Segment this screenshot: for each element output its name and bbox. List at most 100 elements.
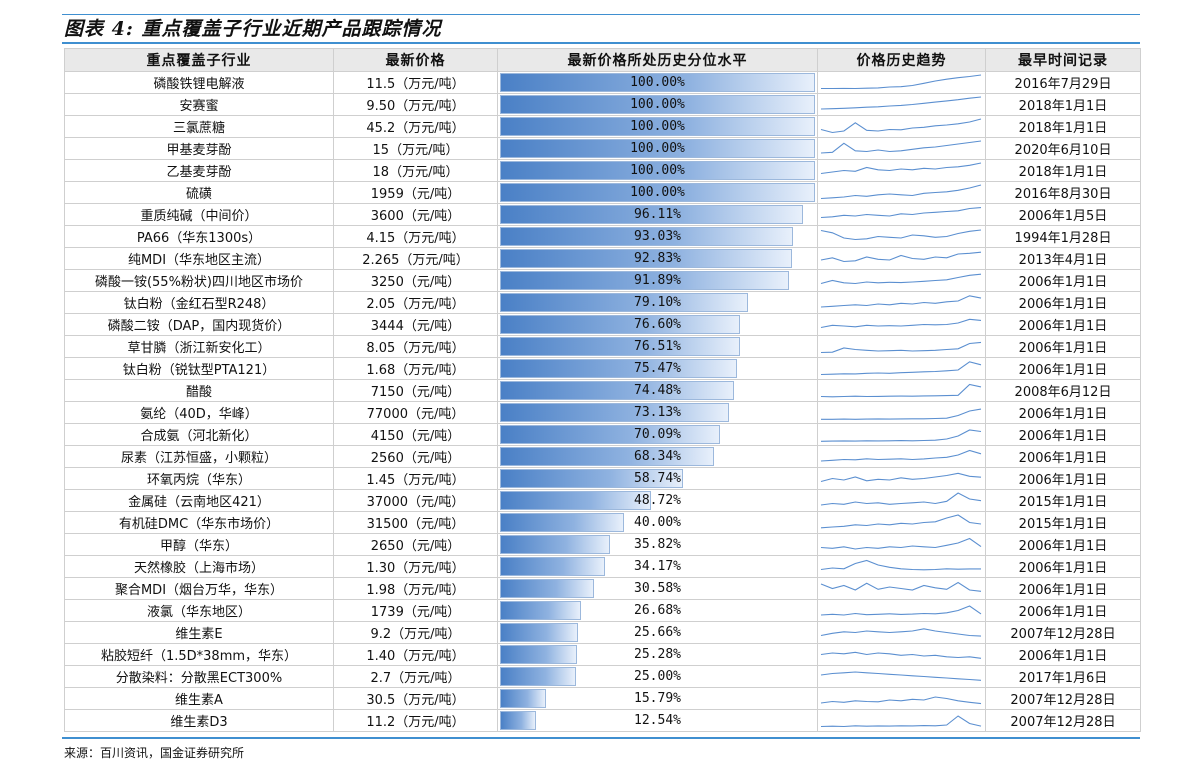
trend-line [820, 184, 982, 200]
trend-sparkline [820, 559, 981, 571]
trend-sparkline [820, 162, 982, 175]
table-row: 氨纶（40D，华峰） 77000（元/吨） 73.13% 2006年1月1日 [64, 401, 1141, 424]
percentile-cell: 100.00% [497, 181, 818, 204]
latest-price: 2560（元/吨） [333, 445, 498, 468]
trend-cell [817, 313, 986, 336]
earliest-record: 2007年12月28日 [985, 621, 1141, 644]
percentile-label: 75.47% [634, 361, 681, 376]
table-row: 草甘膦（浙江新安化工） 8.05（万元/吨） 76.51% 2006年1月1日 [64, 335, 1141, 358]
percentile-bar [500, 359, 737, 378]
trend-sparkline [820, 429, 982, 442]
industry-name: 粘胶短纤（1.5D*38mm，华东） [64, 643, 334, 666]
percentile-label: 34.17% [634, 559, 681, 574]
trend-line [820, 118, 982, 134]
trend-sparkline [820, 207, 982, 219]
trend-sparkline [820, 229, 982, 241]
trend-cell [817, 159, 986, 182]
latest-price: 4150（元/吨） [333, 423, 498, 446]
latest-price: 4.15（万元/吨） [333, 225, 498, 248]
table-row: 重质纯碱（中间价） 3600（元/吨） 96.11% 2006年1月5日 [64, 203, 1141, 226]
table-row: 合成氨（河北新化） 4150（元/吨） 70.09% 2006年1月1日 [64, 423, 1141, 446]
industry-name: 磷酸一铵(55%粉状)四川地区市场价 [64, 269, 334, 292]
percentile-label: 100.00% [630, 163, 685, 178]
latest-price: 2.05（万元/吨） [333, 291, 498, 314]
percentile-label: 76.51% [634, 339, 681, 354]
percentile-bar [500, 73, 815, 92]
percentile-cell: 68.34% [497, 445, 818, 468]
percentile-cell: 35.82% [497, 533, 818, 556]
table-row: 钛白粉（金红石型R248） 2.05（万元/吨） 79.10% 2006年1月1日 [64, 291, 1141, 314]
latest-price: 9.2（万元/吨） [333, 621, 498, 644]
latest-price: 1739（元/吨） [333, 599, 498, 622]
industry-name: 纯MDI（华东地区主流） [64, 247, 334, 270]
earliest-record: 2007年12月28日 [985, 687, 1141, 710]
trend-line [820, 651, 982, 659]
industry-name: 尿素（江苏恒盛，小颗粒） [64, 445, 334, 468]
trend-cell [817, 137, 986, 160]
latest-price: 2650（元/吨） [333, 533, 498, 556]
percentile-label: 92.83% [634, 251, 681, 266]
earliest-record: 2015年1月1日 [985, 489, 1141, 512]
trend-cell [817, 577, 986, 600]
percentile-cell: 100.00% [497, 71, 818, 94]
percentile-bar [500, 711, 536, 730]
trend-sparkline [820, 537, 982, 550]
table-row: 磷酸一铵(55%粉状)四川地区市场价 3250（元/吨） 91.89% 2006年1月… [64, 269, 1141, 292]
industry-name: 有机硅DMC（华东市场价） [64, 511, 334, 534]
trend-line [820, 295, 982, 308]
industry-name: 维生素D3 [64, 709, 334, 732]
latest-price: 37000（元/吨） [333, 489, 498, 512]
header-latest-price: 最新价格 [333, 48, 498, 72]
trend-sparkline [820, 318, 982, 329]
percentile-cell: 76.60% [497, 313, 818, 336]
percentile-bar [500, 315, 741, 334]
trend-line [820, 429, 982, 442]
latest-price: 3444（元/吨） [333, 313, 498, 336]
industry-name: 乙基麦芽酚 [64, 159, 334, 182]
percentile-label: 100.00% [630, 119, 685, 134]
earliest-record: 2006年1月1日 [985, 291, 1141, 314]
trend-sparkline [820, 96, 982, 110]
percentile-cell: 58.74% [497, 467, 818, 490]
earliest-record: 2017年1月6日 [985, 665, 1141, 688]
earliest-record: 2006年1月1日 [985, 555, 1141, 578]
trend-sparkline [820, 295, 982, 308]
table-row: 环氧丙烷（华东） 1.45（万元/吨） 58.74% 2006年1月1日 [64, 467, 1141, 490]
percentile-bar [500, 469, 684, 488]
trend-cell [817, 643, 986, 666]
percentile-label: 100.00% [630, 97, 685, 112]
percentile-cell: 76.51% [497, 335, 818, 358]
percentile-bar [500, 403, 730, 422]
trend-cell [817, 335, 986, 358]
header-percentile: 最新价格所处历史分位水平 [497, 48, 818, 72]
table-row: 聚合MDI（烟台万华，华东） 1.98（万元/吨） 30.58% 2006年1月1日 [64, 577, 1141, 600]
trend-line [820, 715, 982, 728]
latest-price: 2.7（万元/吨） [333, 665, 498, 688]
trend-line [820, 140, 982, 154]
percentile-cell: 93.03% [497, 225, 818, 248]
latest-price: 1.98（万元/吨） [333, 577, 498, 600]
industry-name: 天然橡胶（上海市场） [64, 555, 334, 578]
percentile-bar [500, 117, 815, 136]
percentile-cell: 40.00% [497, 511, 818, 534]
bottom-rule [62, 737, 1140, 739]
earliest-record: 2008年6月12日 [985, 379, 1141, 402]
table-row: 磷酸二铵（DAP，国内现货价） 3444（元/吨） 76.60% 2006年1月1日 [64, 313, 1141, 336]
source-note: 来源：百川资讯，国金证券研究所 [64, 746, 245, 760]
percentile-cell: 100.00% [497, 115, 818, 138]
trend-line [820, 559, 981, 571]
earliest-record: 2007年12月28日 [985, 709, 1141, 732]
industry-name: 甲基麦芽酚 [64, 137, 334, 160]
percentile-label: 25.28% [634, 647, 681, 662]
percentile-bar [500, 623, 578, 642]
trend-sparkline [820, 383, 982, 398]
industry-name: 草甘膦（浙江新安化工） [64, 335, 334, 358]
percentile-cell: 100.00% [497, 93, 818, 116]
percentile-cell: 75.47% [497, 357, 818, 380]
table-row: 维生素A 30.5（万元/吨） 15.79% 2007年12月28日 [64, 687, 1141, 710]
percentile-cell: 26.68% [497, 599, 818, 622]
table-row: 尿素（江苏恒盛，小颗粒） 2560（元/吨） 68.34% 2006年1月1日 [64, 445, 1141, 468]
table-row: 钛白粉（锐钛型PTA121） 1.68（万元/吨） 75.47% 2006年1月1日 [64, 357, 1141, 380]
percentile-label: 35.82% [634, 537, 681, 552]
trend-sparkline [821, 74, 982, 90]
